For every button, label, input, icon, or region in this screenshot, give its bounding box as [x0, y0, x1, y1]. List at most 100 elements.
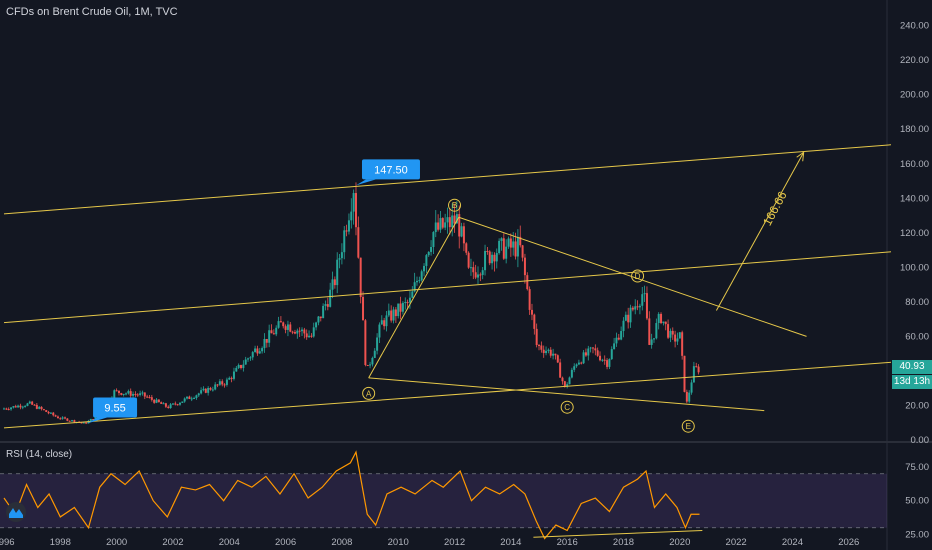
candle	[549, 349, 552, 356]
candle	[484, 250, 487, 271]
candle	[122, 393, 125, 395]
x-tick-label: 2022	[726, 537, 747, 548]
candle	[582, 352, 585, 364]
trend-line	[458, 216, 807, 337]
candle	[373, 350, 376, 358]
candle	[587, 348, 590, 356]
candle	[171, 403, 174, 405]
bar-countdown-tag: 13d 13h	[892, 375, 932, 389]
candle	[247, 358, 250, 360]
candle	[66, 418, 69, 421]
candle	[315, 322, 318, 328]
candle	[71, 420, 74, 422]
candle	[329, 289, 332, 307]
candle	[498, 240, 501, 254]
candle	[10, 407, 13, 410]
candle	[380, 320, 383, 325]
candle	[643, 293, 646, 295]
candle	[178, 402, 181, 405]
wave-label: E	[686, 422, 691, 431]
x-tick-label: 2012	[444, 537, 465, 548]
candle	[188, 396, 191, 399]
x-tick-label: 2002	[162, 537, 183, 548]
candle	[425, 255, 428, 266]
candle	[432, 232, 435, 247]
candle	[631, 307, 634, 310]
callout-pointer	[87, 417, 108, 424]
candle	[563, 381, 566, 387]
candle	[439, 218, 442, 230]
candle	[662, 321, 665, 324]
candle	[17, 405, 20, 408]
candle	[211, 389, 214, 391]
candle	[113, 390, 116, 399]
candle	[14, 406, 17, 408]
candle	[141, 392, 144, 394]
candle	[244, 359, 247, 365]
candle	[322, 305, 325, 319]
candle	[120, 393, 123, 395]
candle	[566, 384, 569, 387]
candle	[559, 362, 562, 378]
candle	[486, 250, 489, 252]
candle	[584, 352, 587, 356]
tradingview-logo-icon[interactable]	[6, 502, 26, 522]
candle	[364, 320, 367, 365]
candle	[692, 366, 695, 383]
candle	[512, 241, 515, 248]
candle	[148, 397, 151, 399]
candle	[343, 230, 346, 253]
x-tick-label: 1998	[50, 537, 71, 548]
candle	[125, 393, 128, 395]
wave-marker	[362, 386, 376, 400]
candle	[408, 297, 411, 303]
candle	[186, 396, 189, 399]
candle	[608, 359, 611, 367]
arrow-head	[796, 151, 805, 162]
candle	[207, 387, 210, 393]
candle	[45, 410, 48, 412]
candle	[12, 406, 15, 408]
candle	[514, 241, 517, 257]
candle	[155, 399, 158, 403]
candle	[678, 332, 681, 339]
candle	[479, 274, 482, 276]
candle	[448, 217, 451, 228]
price-callout	[93, 397, 138, 418]
rsi-trend-line	[533, 529, 703, 538]
candle	[617, 337, 620, 340]
candle	[493, 254, 496, 262]
candle	[331, 279, 334, 290]
candle	[622, 320, 625, 332]
candle	[636, 306, 639, 308]
candle	[603, 359, 606, 361]
candle	[286, 324, 289, 330]
candle	[19, 405, 22, 408]
candle	[460, 226, 463, 237]
candle	[117, 390, 120, 394]
candle	[535, 328, 538, 345]
y-tick-label: 140.00	[900, 193, 929, 204]
candle	[195, 395, 198, 398]
candle	[505, 246, 508, 259]
rsi-y-tick-label: 75.00	[905, 462, 929, 473]
candle	[298, 330, 301, 332]
wave-marker	[631, 269, 645, 283]
candle	[507, 238, 510, 247]
candle	[237, 365, 240, 368]
candle	[462, 226, 465, 244]
candle	[568, 377, 571, 385]
candle	[68, 420, 71, 422]
candle	[54, 415, 57, 417]
candle	[573, 366, 576, 370]
last-price-tag: 40.93	[892, 360, 932, 374]
candle	[455, 214, 458, 224]
candle	[338, 258, 341, 260]
candle	[261, 348, 264, 352]
candle	[359, 257, 362, 297]
candle	[127, 391, 130, 394]
candle	[308, 335, 311, 338]
candle	[645, 293, 648, 319]
candle	[371, 357, 374, 365]
